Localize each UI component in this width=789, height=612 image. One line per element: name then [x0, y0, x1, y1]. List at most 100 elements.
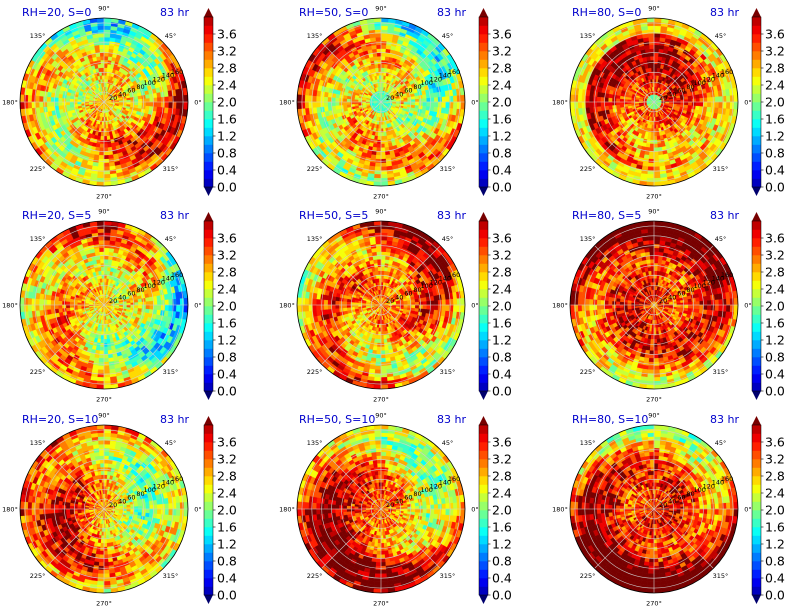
heatmap-cell [608, 93, 613, 99]
heatmap-cell [176, 95, 181, 103]
heatmap-cell [383, 67, 388, 73]
polar-frame [19, 17, 189, 187]
colorbar-segment [752, 85, 761, 94]
heatmap-cell [703, 97, 708, 103]
heatmap-cell [378, 124, 382, 129]
heatmap-cell [647, 174, 655, 179]
heatmap-cell [98, 44, 105, 49]
colorbar-segment [204, 127, 213, 137]
radial-tick-label: 40 [395, 90, 403, 98]
heatmap-cell [414, 104, 420, 109]
heatmap-cell [691, 98, 697, 103]
heatmap-cell [376, 48, 382, 53]
heatmap-cell [153, 97, 158, 103]
colorbar-segment [479, 136, 488, 145]
heatmap-cell [380, 48, 386, 53]
colorbar-tick-label: 0.8 [765, 146, 785, 161]
theta-tick-label: 135° [30, 32, 46, 40]
heatmap-cell [377, 136, 382, 141]
heatmap-cell [346, 98, 351, 103]
heatmap-cell [456, 101, 462, 110]
colorbar-segment [752, 59, 761, 69]
colorbar-segment [479, 102, 488, 111]
radial-tick-label: 20 [109, 94, 117, 102]
colorbar-segment [204, 144, 213, 154]
theta-tick-label: 90° [375, 5, 387, 13]
heatmap-cell [96, 181, 105, 186]
heatmap-cell [380, 67, 385, 72]
colorbar-tick-label: 3.6 [765, 27, 785, 42]
colorbar-segment [752, 178, 761, 188]
heatmap-cell [649, 55, 655, 61]
heatmap-cell [107, 59, 112, 65]
radial-tick-label: 120 [153, 75, 165, 83]
heatmap-cell [445, 95, 450, 103]
panel-title: RH=50, S=0 [299, 6, 368, 19]
radial-tick-label: 60 [127, 87, 135, 95]
heatmap-cell [380, 33, 388, 38]
colorbar-segment [204, 59, 213, 69]
heatmap-cell [375, 155, 382, 160]
heatmap-cell [380, 139, 385, 145]
panel-time-label: 83 hr [160, 6, 189, 19]
theta-tick-label: 225° [580, 165, 596, 173]
heatmap-cell [38, 101, 44, 108]
heatmap-cell [373, 21, 382, 27]
colorbar-segment [752, 68, 761, 77]
heatmap-cell [646, 139, 651, 145]
heatmap-cell [103, 139, 108, 145]
heatmap-cell [588, 96, 594, 103]
heatmap-cell [35, 95, 40, 103]
heatmap-cell [107, 56, 113, 61]
theta-tick-label: 90° [648, 5, 660, 13]
heatmap-cell [615, 98, 620, 103]
heatmap-cell [315, 101, 321, 108]
heatmap-cell [103, 55, 109, 61]
heatmap-cell [65, 101, 70, 106]
heatmap-cell [334, 101, 340, 107]
radial-tick-label: 80 [136, 83, 144, 91]
colorbar-extend-max [479, 8, 488, 17]
heatmap-cell [57, 97, 63, 103]
heatmap-cell [650, 132, 655, 137]
heatmap-cell [380, 174, 388, 179]
heatmap-cell [653, 44, 660, 49]
radial-tick-label: 140 [162, 72, 174, 80]
heatmap-cell [703, 101, 708, 107]
heatmap-cell [99, 151, 105, 156]
angular-grid-line [44, 101, 105, 162]
heatmap-cell [653, 136, 658, 141]
colorbar-segment [752, 161, 761, 171]
heatmap-cell [691, 105, 697, 110]
heatmap-cell [176, 101, 181, 109]
colorbar-tick-label: 2.0 [492, 95, 512, 110]
theta-tick-label: 180° [2, 99, 18, 107]
heatmap-cell [38, 96, 44, 103]
theta-tick-label: 90° [98, 5, 110, 13]
heatmap-cell [653, 166, 661, 171]
heatmap-cell [588, 101, 594, 108]
theta-tick-label: 45° [165, 32, 177, 40]
polar-panel: 20 40 60 801001201401600°45°90°135°180°225°… [279, 5, 512, 201]
theta-tick-label: 315° [163, 165, 179, 173]
radial-tick-label: 20 [386, 94, 394, 102]
heatmap-cell [380, 177, 389, 183]
theta-tick-label: 0° [744, 99, 751, 107]
heatmap-cell [126, 101, 131, 105]
heatmap-cell [422, 97, 428, 103]
heatmap-cell [61, 101, 67, 106]
heatmap-cell [61, 98, 67, 103]
colorbar-segment [479, 68, 488, 77]
heatmap-cell [103, 33, 111, 38]
heatmap-cell [384, 59, 389, 65]
colorbar-segment [479, 119, 488, 128]
heatmap-cell [445, 101, 450, 109]
heatmap-cell [453, 101, 458, 109]
theta-tick-label: 135° [580, 32, 596, 40]
colorbar-segment [479, 51, 488, 60]
heatmap-cell [103, 25, 111, 30]
heatmap-cell [103, 59, 108, 65]
heatmap-field [20, 18, 188, 186]
heatmap-cell [373, 177, 382, 183]
